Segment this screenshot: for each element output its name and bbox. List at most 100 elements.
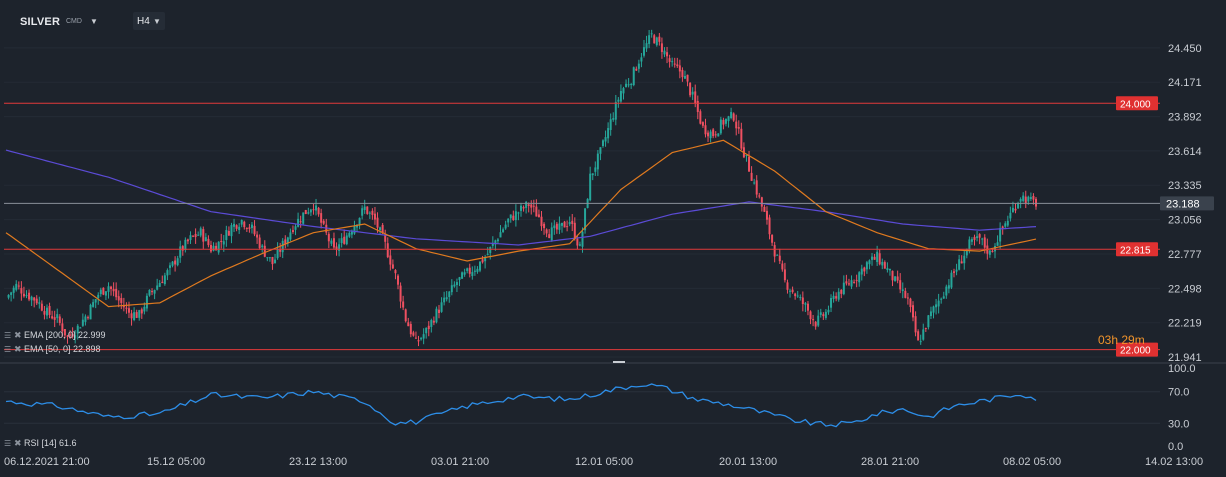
candle-body [596, 153, 599, 170]
candle-body [676, 64, 679, 67]
candle-body [694, 91, 697, 104]
candle-body [630, 83, 633, 86]
candle-body [181, 246, 184, 251]
candle-body [81, 319, 84, 326]
candle-body [432, 320, 435, 323]
settings-icon[interactable]: ☰ [4, 439, 12, 448]
candle-body [691, 91, 694, 95]
candle-body [847, 283, 850, 285]
candle-body [315, 205, 318, 211]
candle-body [104, 291, 107, 296]
candle-body [391, 264, 394, 269]
candle-body [312, 209, 315, 211]
level-badge: 22.000 [1116, 342, 1158, 357]
candle-body [717, 133, 720, 137]
candle-body [914, 316, 917, 333]
candle-body [707, 132, 710, 137]
candle-body [663, 50, 666, 55]
candle-body [445, 297, 448, 300]
candle-body [135, 312, 138, 318]
candle-body [865, 262, 868, 270]
candle-body [555, 223, 558, 230]
candle-body [699, 111, 702, 124]
candle-body [453, 284, 456, 287]
candle-body [86, 317, 89, 319]
timeframe-selector[interactable]: H4 ▼ [133, 12, 165, 30]
close-icon[interactable]: ✖ [14, 438, 22, 448]
candle-body [194, 233, 197, 238]
candle-body [384, 234, 387, 242]
settings-icon[interactable]: ☰ [4, 345, 12, 354]
candle-body [1022, 195, 1025, 202]
symbol-label[interactable]: SILVER [20, 16, 61, 28]
candle-body [53, 317, 56, 320]
candle-body [612, 118, 615, 120]
candle-body [1011, 207, 1014, 213]
candle-body [786, 282, 789, 290]
candle-body [43, 311, 46, 315]
candle-body [906, 297, 909, 299]
candle-body [858, 272, 861, 283]
close-icon[interactable]: ✖ [14, 344, 22, 354]
candle-body [922, 329, 925, 340]
candle-body [332, 238, 335, 248]
candle-body [566, 226, 569, 228]
settings-icon[interactable]: ☰ [4, 331, 12, 340]
candle-body [886, 268, 889, 270]
candle-body [888, 268, 891, 271]
candle-body [988, 250, 991, 255]
candle-body [953, 271, 956, 273]
candle-body [240, 220, 243, 225]
candle-body [929, 311, 932, 317]
candle-body [307, 212, 310, 214]
candle-body [350, 231, 353, 235]
candle-body [776, 254, 779, 256]
candle-body [33, 297, 36, 301]
indicator-ema50[interactable]: ☰ ✖ EMA [50, 0] 22.898 [4, 343, 101, 355]
candle-body [765, 210, 768, 220]
candle-body [309, 209, 312, 213]
candle-body [573, 222, 576, 240]
candle-body [343, 236, 346, 244]
close-icon[interactable]: ✖ [14, 330, 22, 340]
price-tick-label: 23.335 [1168, 180, 1202, 192]
candle-body [320, 213, 323, 223]
candle-body [279, 249, 282, 252]
candle-body [855, 279, 858, 281]
candle-body [225, 230, 228, 241]
indicator-ema200[interactable]: ☰ ✖ EMA [200, 0] 22.999 [4, 329, 106, 341]
candle-body [166, 270, 169, 276]
candle-body [10, 292, 13, 295]
price-tick-label: 23.056 [1168, 215, 1202, 227]
candle-body [171, 261, 174, 266]
candle-body [968, 239, 971, 251]
candle-body [94, 299, 97, 303]
candle-body [130, 313, 133, 319]
candle-body [304, 210, 307, 214]
candle-body [425, 327, 428, 334]
rsi-tick-label: 0.0 [1168, 441, 1183, 453]
candle-body [712, 129, 715, 137]
candle-body [325, 224, 328, 233]
candle-body [958, 259, 961, 270]
candle-body [473, 270, 476, 272]
candle-body [545, 229, 548, 234]
candle-body [215, 245, 218, 251]
candle-body [28, 292, 31, 300]
candle-body [489, 246, 492, 253]
candle-body [366, 206, 369, 214]
candle-body [461, 272, 464, 279]
candle-body [650, 33, 653, 35]
candle-body [827, 309, 830, 313]
time-tick-label: 06.12.2021 21:00 [4, 456, 90, 468]
candle-body [48, 306, 51, 315]
candle-body [120, 298, 123, 303]
candle-body [484, 256, 487, 262]
candle-body [899, 280, 902, 290]
indicator-rsi[interactable]: ☰ ✖ RSI [14] 61.6 [4, 437, 77, 449]
candle-body [12, 287, 15, 293]
chevron-down-icon[interactable]: ▼ [90, 17, 98, 26]
candle-body [622, 88, 625, 94]
candle-body [427, 325, 430, 330]
